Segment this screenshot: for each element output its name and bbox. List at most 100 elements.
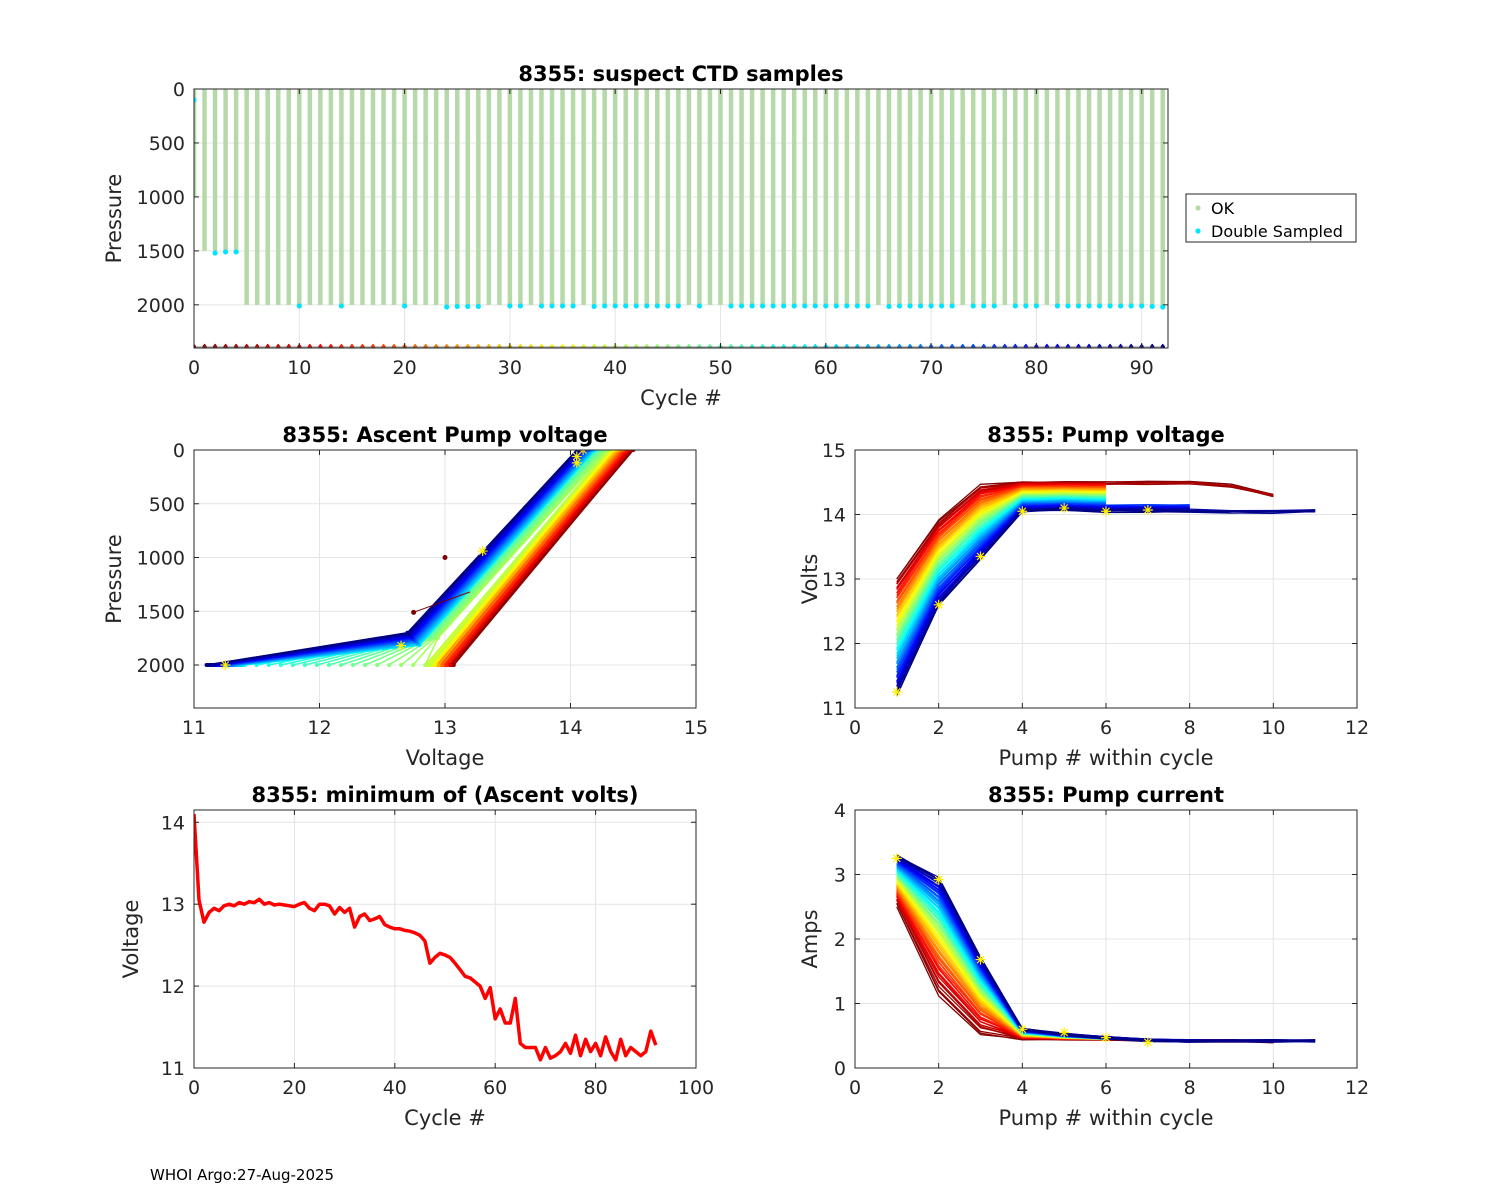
y-tick-label: 500 bbox=[149, 494, 185, 516]
double-sample-point bbox=[1128, 303, 1134, 309]
double-sample-point bbox=[222, 249, 229, 255]
double-sample-point bbox=[233, 249, 239, 255]
double-sample-point bbox=[949, 303, 955, 309]
x-tick-label: 4 bbox=[1016, 1077, 1028, 1099]
x-axis-label: Cycle # bbox=[640, 386, 722, 410]
chart-title: 8355: Pump current bbox=[988, 783, 1224, 807]
double-sample-point bbox=[844, 303, 850, 309]
chart-title: 8355: minimum of (Ascent volts) bbox=[251, 783, 638, 807]
y-tick-label: 4 bbox=[834, 800, 846, 822]
y-tick-label: 12 bbox=[822, 634, 846, 656]
min-volts-line bbox=[194, 813, 658, 1062]
double-sample-point bbox=[1012, 303, 1018, 309]
ascent-point bbox=[351, 663, 356, 667]
y-tick-label: 13 bbox=[161, 894, 185, 916]
ascent-point bbox=[411, 663, 416, 667]
double-sample-point bbox=[194, 97, 197, 103]
marker-star bbox=[1059, 1027, 1070, 1038]
double-sample-point bbox=[1118, 303, 1124, 309]
legend: OK Double Sampled bbox=[1185, 193, 1357, 243]
double-sample-point bbox=[854, 303, 860, 309]
legend-ok-swatch bbox=[1195, 205, 1201, 211]
ascent-point bbox=[375, 663, 380, 667]
ascent-cycle-line bbox=[446, 450, 629, 666]
axes-box bbox=[193, 88, 1169, 349]
y-axis-label: Voltage bbox=[119, 900, 143, 979]
plot-layer bbox=[891, 480, 1316, 697]
double-sample-point bbox=[802, 303, 808, 309]
x-axis-label: Pump # within cycle bbox=[999, 1106, 1214, 1130]
ascent-point bbox=[338, 663, 343, 667]
chart-ctd: 0 10 20 30 40 50 60 70 80 90 0 500 1000 1500 2000 8355:… bbox=[102, 62, 1169, 410]
double-sample-point bbox=[1160, 304, 1166, 310]
x-tick-label: 20 bbox=[282, 1077, 306, 1099]
y-tick-label: 1000 bbox=[137, 548, 185, 570]
y-tick-label: 500 bbox=[149, 133, 185, 155]
ascent-cycle-line bbox=[441, 450, 622, 666]
double-sample-point bbox=[970, 303, 976, 309]
double-sample-point bbox=[833, 303, 839, 309]
plot-layer bbox=[891, 853, 1316, 1048]
x-tick-label: 0 bbox=[849, 1077, 861, 1099]
x-tick-label: 40 bbox=[603, 357, 627, 379]
y-tick-label: 2000 bbox=[137, 295, 185, 317]
double-sample-point bbox=[760, 303, 766, 309]
y-tick-label: 13 bbox=[822, 569, 846, 591]
double-sample-point bbox=[812, 303, 818, 309]
ascent-point bbox=[363, 663, 368, 667]
x-tick-label: 8 bbox=[1184, 717, 1196, 739]
ascent-point bbox=[405, 630, 410, 635]
ascent-point bbox=[436, 663, 441, 667]
x-tick-label: 2 bbox=[933, 717, 945, 739]
y-tick-label: 0 bbox=[173, 440, 185, 462]
legend-double-label: Double Sampled bbox=[1211, 222, 1343, 241]
ascent-point bbox=[326, 663, 331, 667]
ascent-cycle-line bbox=[443, 450, 625, 666]
double-sample-point bbox=[696, 303, 703, 309]
x-tick-label: 40 bbox=[383, 1077, 407, 1099]
x-tick-label: 0 bbox=[849, 717, 861, 739]
chart-title: 8355: Ascent Pump voltage bbox=[282, 423, 607, 447]
x-tick-label: 12 bbox=[307, 717, 331, 739]
y-tick-label: 11 bbox=[161, 1058, 185, 1080]
double-sample-point bbox=[1033, 303, 1039, 309]
plot-layer bbox=[204, 450, 636, 670]
x-tick-label: 6 bbox=[1100, 1077, 1112, 1099]
series-ok bbox=[194, 89, 1165, 305]
double-sample-point bbox=[454, 303, 460, 310]
x-tick-label: 80 bbox=[584, 1077, 608, 1099]
double-sample-point bbox=[517, 303, 524, 309]
double-sample-point bbox=[465, 303, 471, 310]
ascent-point bbox=[439, 663, 444, 667]
double-sample-point bbox=[665, 303, 671, 309]
double-sample-point bbox=[654, 303, 660, 309]
cycle-markers bbox=[194, 343, 1165, 348]
double-sample-point bbox=[1065, 303, 1071, 309]
double-sample-point bbox=[549, 303, 555, 309]
plot-layer bbox=[194, 813, 658, 1062]
y-tick-label: 1 bbox=[834, 994, 846, 1016]
double-sample-point bbox=[781, 303, 787, 309]
chart-ascent: 11 12 13 14 15 0 500 1000 1500 2000 8355: Ascent P… bbox=[102, 423, 708, 770]
x-tick-label: 10 bbox=[1261, 717, 1285, 739]
marker-star bbox=[571, 457, 582, 468]
marker-star bbox=[933, 599, 944, 610]
x-tick-label: 13 bbox=[433, 717, 457, 739]
double-sample-point bbox=[770, 303, 776, 309]
double-sample-point bbox=[1096, 303, 1103, 309]
ascent-point bbox=[314, 663, 319, 667]
ascent-point bbox=[423, 663, 428, 667]
x-tick-label: 70 bbox=[919, 357, 943, 379]
marker-star bbox=[1101, 1032, 1111, 1043]
x-tick-label: 80 bbox=[1024, 357, 1048, 379]
y-tick-label: 12 bbox=[161, 976, 185, 998]
marker-star bbox=[571, 451, 582, 462]
marker-star bbox=[1017, 1024, 1028, 1035]
double-sample-point bbox=[602, 303, 608, 309]
double-sample-point bbox=[538, 303, 545, 309]
legend-ok-label: OK bbox=[1211, 199, 1235, 218]
x-tick-label: 60 bbox=[814, 357, 838, 379]
double-sample-point bbox=[1075, 303, 1082, 309]
double-sample-point bbox=[296, 303, 302, 309]
